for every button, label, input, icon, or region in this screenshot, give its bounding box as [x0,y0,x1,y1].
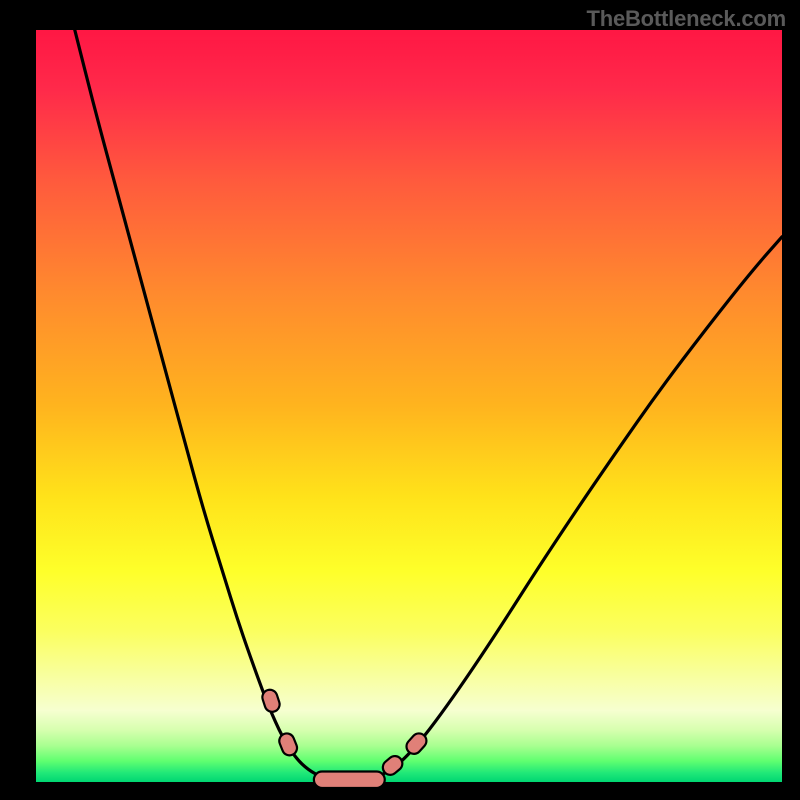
plot-area [36,30,782,782]
chart-container: { "meta": { "source_watermark": "TheBott… [0,0,800,800]
watermark-text: TheBottleneck.com [586,6,786,32]
curve-marker [260,688,281,714]
curve-markers [260,688,429,788]
bottleneck-curve [36,30,782,782]
curve-marker [314,772,385,788]
